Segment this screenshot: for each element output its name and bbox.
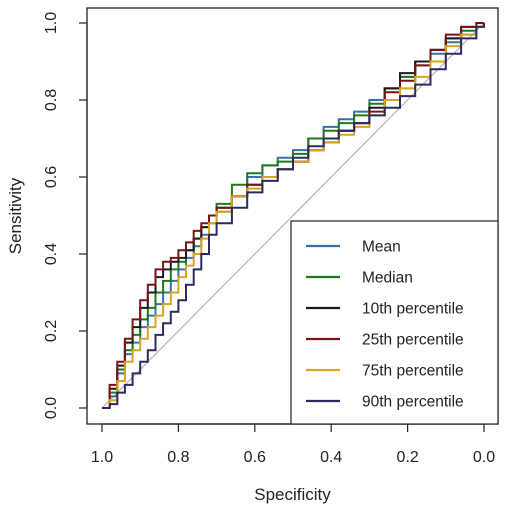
x-tick-label: 0.2: [396, 449, 418, 466]
x-tick-label: 0.8: [167, 449, 189, 466]
legend-label: Median: [362, 270, 413, 287]
roc-curve-90th-percentile: [102, 23, 485, 409]
y-tick-label: 0.6: [43, 166, 60, 188]
x-tick-label: 0.0: [473, 449, 495, 466]
legend-label: 75th percentile: [362, 363, 464, 380]
series-layer: [102, 22, 485, 409]
legend-label: 10th percentile: [362, 301, 464, 318]
y-tick-label: 0.8: [43, 89, 60, 111]
x-axis-title: Specificity: [254, 485, 331, 504]
legend: Mean Median 10th percentile 25th percentile…: [290, 220, 499, 425]
y-tick-label: 0.0: [43, 397, 60, 419]
y-tick-label: 1.0: [43, 12, 60, 34]
legend-box: [290, 220, 499, 425]
x-tick-label: 0.4: [320, 449, 342, 466]
legend-label: Mean: [362, 239, 401, 256]
x-tick-label: 0.6: [244, 449, 266, 466]
x-tick-label: 1.0: [91, 449, 113, 466]
reference-diagonal: [101, 22, 485, 409]
y-axis-title: Sensitivity: [6, 177, 25, 254]
legend-label: 90th percentile: [362, 394, 464, 411]
legend-label: 25th percentile: [362, 332, 464, 349]
x-axis: 1.0 0.8 0.6 0.4 0.2 0.0: [91, 423, 495, 466]
y-tick-label: 0.2: [43, 320, 60, 342]
y-tick-label: 0.4: [43, 243, 60, 265]
y-axis: 0.0 0.2 0.4 0.6 0.8 1.0: [43, 12, 88, 419]
